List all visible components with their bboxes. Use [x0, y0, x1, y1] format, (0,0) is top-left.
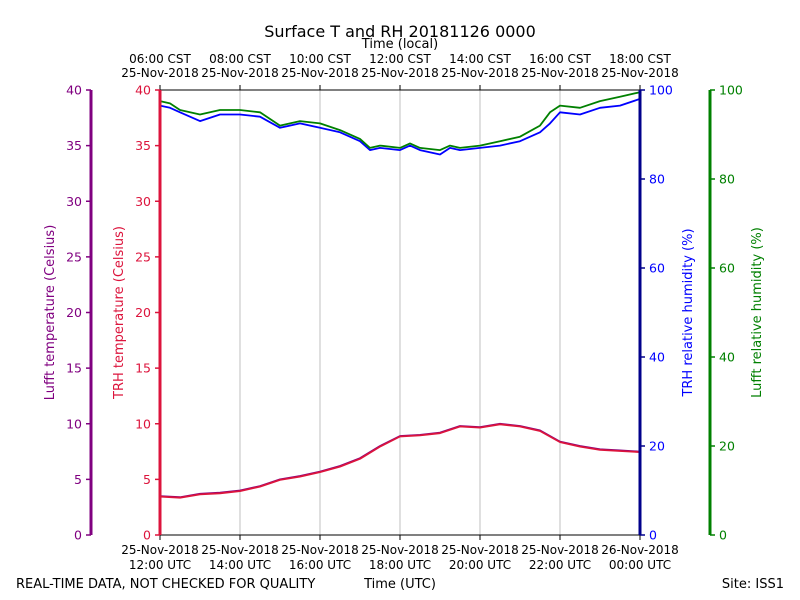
y-tick-label-trh_rh: 60 — [649, 261, 665, 276]
y-tick-label-lufft_rh: 100 — [719, 83, 743, 98]
y-tick-label-trh_rh: 20 — [649, 439, 665, 454]
y-tick-label-trh_rh: 100 — [649, 83, 673, 98]
y-tick-label-trh_rh: 0 — [649, 528, 657, 543]
x-tick-label-local-time: 18:00 CST — [609, 52, 671, 66]
x-tick-label-utc-time: 20:00 UTC — [449, 558, 511, 572]
y-tick-label-lufft_temp: 20 — [66, 305, 82, 320]
x-tick-label-utc-date: 25-Nov-2018 — [441, 543, 519, 557]
series-line-trh-temperature — [159, 423, 641, 499]
y-tick-label-trh_temp: 15 — [135, 361, 151, 376]
y-tick-label-trh_temp: 25 — [135, 249, 151, 264]
series-line-trh-relative-humidity — [159, 98, 641, 156]
site-label: Site: ISS1 — [722, 577, 784, 592]
x-tick-label-utc-time: 18:00 UTC — [369, 558, 431, 572]
y-tick-label-lufft_rh: 60 — [719, 261, 735, 276]
x-tick-label-local-date: 25-Nov-2018 — [601, 66, 679, 80]
y-tick-label-trh_temp: 40 — [135, 83, 151, 98]
x-tick-label-local-date: 25-Nov-2018 — [521, 66, 599, 80]
x-tick-label-utc-time: 16:00 UTC — [289, 558, 351, 572]
x-tick-label-local-time: 16:00 CST — [529, 52, 591, 66]
y-tick-label-lufft_temp: 40 — [66, 83, 82, 98]
y-axis-label-lufft_rh: Lufft relative humidity (%) — [750, 227, 765, 398]
x-tick-label-local-time: 10:00 CST — [289, 52, 351, 66]
x-tick-label-local-date: 25-Nov-2018 — [121, 66, 199, 80]
x-tick-label-local-time: 14:00 CST — [449, 52, 511, 66]
x-tick-label-utc-time: 12:00 UTC — [129, 558, 191, 572]
y-tick-label-trh_temp: 10 — [135, 416, 151, 431]
grid-lines — [239, 90, 561, 535]
series-line-lufft-relative-humidity — [159, 91, 641, 152]
x-tick-label-local-time: 06:00 CST — [129, 52, 191, 66]
y-axis-label-trh_temp: TRH temperature (Celsius) — [112, 226, 127, 400]
y-axis-label-lufft_temp: Lufft temperature (Celsius) — [43, 225, 58, 401]
chart-title: Surface T and RH 20181126 0000 — [264, 22, 536, 41]
y-tick-label-lufft_temp: 15 — [66, 361, 82, 376]
series-lines — [159, 91, 641, 499]
y-tick-label-trh_rh: 40 — [649, 350, 665, 365]
y-tick-label-lufft_temp: 25 — [66, 249, 82, 264]
y-tick-label-lufft_rh: 40 — [719, 350, 735, 365]
top-axis-label: Time (local) — [361, 37, 438, 52]
y-tick-label-lufft_temp: 10 — [66, 416, 82, 431]
y-tick-label-trh_temp: 30 — [135, 194, 151, 209]
y-tick-label-lufft_temp: 0 — [74, 528, 82, 543]
x-tick-label-local-date: 25-Nov-2018 — [281, 66, 359, 80]
x-tick-label-utc-date: 25-Nov-2018 — [281, 543, 359, 557]
y-tick-label-trh_temp: 35 — [135, 138, 151, 153]
y-tick-label-lufft_rh: 20 — [719, 439, 735, 454]
x-tick-label-utc-time: 00:00 UTC — [609, 558, 671, 572]
y-tick-label-lufft_temp: 5 — [74, 472, 82, 487]
y-tick-label-lufft_temp: 30 — [66, 194, 82, 209]
x-tick-label-local-date: 25-Nov-2018 — [361, 66, 439, 80]
footer-quality-note: REAL-TIME DATA, NOT CHECKED FOR QUALITY — [16, 577, 315, 592]
x-tick-label-utc-date: 25-Nov-2018 — [121, 543, 199, 557]
y-tick-label-lufft_temp: 35 — [66, 138, 82, 153]
x-tick-label-utc-date: 25-Nov-2018 — [201, 543, 279, 557]
x-tick-label-local-date: 25-Nov-2018 — [201, 66, 279, 80]
x-tick-label-utc-time: 14:00 UTC — [209, 558, 271, 572]
y-tick-label-trh_temp: 0 — [143, 528, 151, 543]
y-tick-label-trh_rh: 80 — [649, 172, 665, 187]
y-axis-label-trh_rh: TRH relative humidity (%) — [681, 228, 696, 397]
x-axis-label: Time (UTC) — [363, 577, 436, 592]
x-tick-label-utc-date: 26-Nov-2018 — [601, 543, 679, 557]
y-tick-label-lufft_rh: 80 — [719, 172, 735, 187]
x-tick-label-local-time: 08:00 CST — [209, 52, 271, 66]
y-tick-label-lufft_rh: 0 — [719, 528, 727, 543]
y-tick-label-trh_temp: 5 — [143, 472, 151, 487]
x-tick-label-local-time: 12:00 CST — [369, 52, 431, 66]
x-tick-label-utc-date: 25-Nov-2018 — [361, 543, 439, 557]
x-tick-label-utc-date: 25-Nov-2018 — [521, 543, 599, 557]
y-tick-label-trh_temp: 20 — [135, 305, 151, 320]
x-tick-label-utc-time: 22:00 UTC — [529, 558, 591, 572]
x-tick-label-local-date: 25-Nov-2018 — [441, 66, 519, 80]
